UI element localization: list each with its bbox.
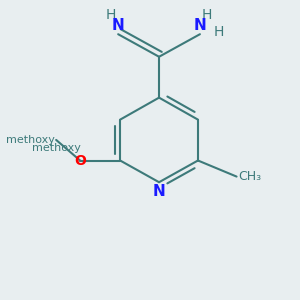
Text: N: N <box>112 18 124 33</box>
Text: methoxy: methoxy <box>6 135 55 145</box>
Text: methoxy: methoxy <box>32 143 81 153</box>
Text: O: O <box>74 154 86 167</box>
Text: N: N <box>194 18 206 33</box>
Text: CH₃: CH₃ <box>238 170 261 183</box>
Text: H: H <box>214 25 224 39</box>
Text: N: N <box>153 184 165 200</box>
Text: H: H <box>106 8 116 22</box>
Text: H: H <box>201 8 212 22</box>
